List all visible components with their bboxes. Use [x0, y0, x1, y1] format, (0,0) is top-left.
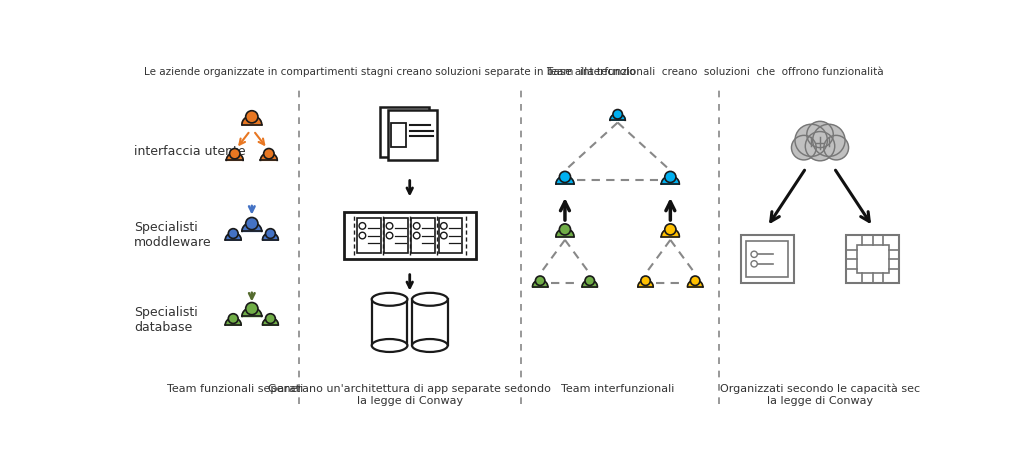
Circle shape [751, 261, 758, 267]
Polygon shape [687, 280, 702, 287]
Circle shape [824, 135, 849, 160]
Circle shape [386, 223, 393, 229]
Circle shape [690, 276, 699, 285]
Polygon shape [262, 233, 279, 240]
Polygon shape [638, 280, 653, 287]
Circle shape [246, 303, 258, 315]
Ellipse shape [372, 339, 408, 352]
Circle shape [585, 276, 595, 285]
Polygon shape [225, 233, 241, 240]
Circle shape [359, 223, 366, 229]
Polygon shape [225, 318, 241, 325]
Circle shape [751, 251, 758, 258]
Circle shape [359, 232, 366, 239]
Circle shape [613, 110, 623, 119]
FancyBboxPatch shape [384, 219, 408, 253]
Polygon shape [226, 153, 243, 160]
Circle shape [246, 111, 258, 123]
Polygon shape [260, 153, 278, 160]
Circle shape [228, 313, 239, 323]
Text: Le aziende organizzate in compartimenti stagni creano soluzioni separate in base: Le aziende organizzate in compartimenti … [144, 67, 636, 77]
Circle shape [263, 149, 274, 159]
Polygon shape [556, 228, 573, 236]
Polygon shape [610, 113, 626, 120]
Polygon shape [532, 280, 548, 287]
FancyBboxPatch shape [380, 107, 429, 157]
Circle shape [792, 135, 816, 160]
Ellipse shape [412, 293, 447, 306]
Ellipse shape [372, 293, 408, 306]
Text: interfaccia utente: interfaccia utente [134, 145, 246, 158]
Text: Specialisti
moddleware: Specialisti moddleware [134, 221, 212, 249]
Bar [412, 299, 447, 345]
FancyBboxPatch shape [391, 124, 406, 148]
Circle shape [386, 232, 393, 239]
Text: Organizzati secondo le capacità sec
la legge di Conway: Organizzati secondo le capacità sec la l… [720, 384, 921, 406]
Circle shape [265, 229, 275, 238]
FancyBboxPatch shape [746, 241, 788, 277]
FancyBboxPatch shape [741, 235, 794, 283]
FancyBboxPatch shape [847, 235, 899, 283]
Circle shape [559, 172, 570, 182]
Text: Team funzionali separati: Team funzionali separati [167, 384, 303, 394]
Polygon shape [556, 176, 573, 184]
Text: Generano un'architettura di app separate secondo
la legge di Conway: Generano un'architettura di app separate… [268, 384, 551, 406]
Polygon shape [242, 116, 262, 125]
Circle shape [414, 223, 420, 229]
Text: Specialisti
database: Specialisti database [134, 306, 198, 334]
Circle shape [813, 124, 845, 157]
Circle shape [665, 224, 676, 235]
Polygon shape [242, 307, 262, 316]
FancyBboxPatch shape [357, 219, 381, 253]
FancyBboxPatch shape [857, 245, 889, 274]
Text: Team  interfunzionali  creano  soluzioni  che  offrono funzionalità: Team interfunzionali creano soluzioni ch… [547, 67, 884, 77]
FancyBboxPatch shape [438, 219, 462, 253]
FancyBboxPatch shape [344, 212, 475, 259]
Polygon shape [662, 176, 679, 184]
Circle shape [229, 149, 240, 159]
Circle shape [228, 229, 239, 238]
Polygon shape [242, 223, 262, 231]
Circle shape [440, 232, 447, 239]
Circle shape [536, 276, 545, 285]
Text: Team interfunzionali: Team interfunzionali [561, 384, 675, 394]
Circle shape [559, 224, 570, 235]
Circle shape [440, 223, 447, 229]
Circle shape [265, 313, 275, 323]
Circle shape [641, 276, 650, 285]
Circle shape [246, 218, 258, 230]
Circle shape [665, 172, 676, 182]
Circle shape [795, 124, 827, 157]
FancyBboxPatch shape [412, 219, 435, 253]
Polygon shape [662, 228, 679, 236]
Circle shape [414, 232, 420, 239]
Bar [372, 299, 408, 345]
Polygon shape [262, 318, 279, 325]
FancyBboxPatch shape [388, 110, 437, 160]
Ellipse shape [412, 339, 447, 352]
Polygon shape [582, 280, 597, 287]
Circle shape [805, 132, 835, 161]
Circle shape [807, 121, 834, 148]
